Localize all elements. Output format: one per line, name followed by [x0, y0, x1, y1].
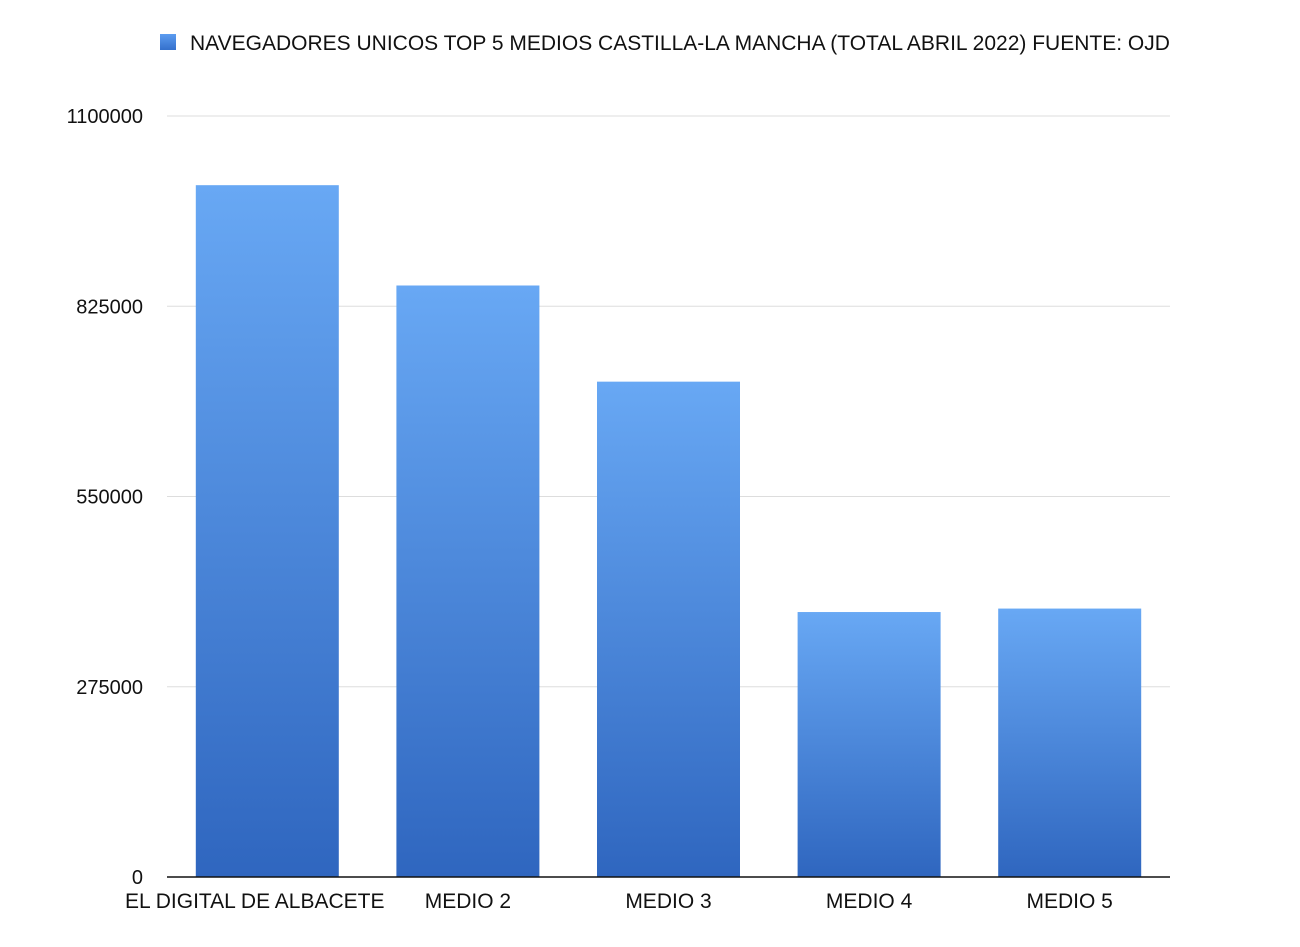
x-tick-label: MEDIO 4	[826, 890, 913, 913]
x-tick-label: MEDIO 5	[1027, 890, 1113, 913]
x-axis-labels: EL DIGITAL DE ALBACETE MEDIO 2 MEDIO 3 MEDI…	[125, 890, 1113, 913]
bar	[597, 381, 740, 877]
legend-swatch	[160, 34, 176, 50]
y-tick-label: 825000	[76, 296, 143, 318]
x-tick-label: EL DIGITAL DE ALBACETE	[125, 890, 384, 913]
y-tick-label: 550000	[76, 487, 143, 509]
x-tick-label: MEDIO 2	[425, 890, 511, 913]
bar	[195, 185, 339, 877]
bar	[797, 612, 941, 877]
bar	[396, 285, 540, 877]
legend-label: NAVEGADORES UNICOS TOP 5 MEDIOS CASTILLA…	[190, 32, 1170, 55]
legend: NAVEGADORES UNICOS TOP 5 MEDIOS CASTILLA…	[160, 32, 1170, 55]
bars	[195, 185, 1142, 877]
y-tick-label: 0	[132, 867, 143, 889]
y-tick-label: 1100000	[67, 106, 143, 128]
y-axis-ticks: 0 275000 550000 825000 1100000	[67, 106, 143, 889]
x-tick-label: MEDIO 3	[625, 890, 711, 913]
y-tick-label: 275000	[76, 677, 143, 699]
bar	[998, 608, 1142, 877]
